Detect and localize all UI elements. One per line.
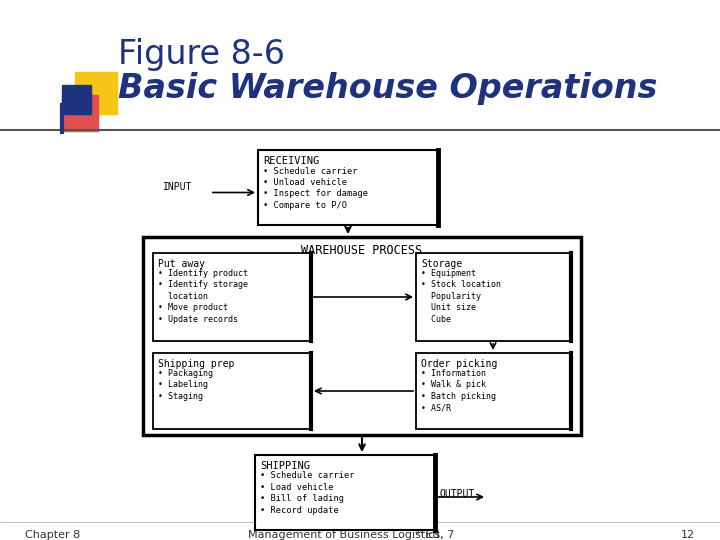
- Bar: [416, 253, 571, 341]
- Text: Storage: Storage: [421, 259, 462, 269]
- Text: Put away: Put away: [158, 259, 205, 269]
- Bar: [62, 95, 98, 131]
- Bar: [75, 72, 117, 114]
- Text: SHIPPING: SHIPPING: [260, 461, 310, 471]
- Bar: [258, 150, 438, 225]
- Bar: [255, 455, 435, 530]
- Text: • Identify product
• Identify storage
  location
• Move product
• Update records: • Identify product • Identify storage lo…: [158, 269, 248, 324]
- Text: Chapter 8: Chapter 8: [25, 530, 80, 540]
- Text: Figure 8-6: Figure 8-6: [118, 38, 285, 71]
- Bar: [153, 253, 311, 341]
- Text: Management of Business Logistics, 7: Management of Business Logistics, 7: [248, 530, 454, 540]
- Text: WAREHOUSE PROCESS: WAREHOUSE PROCESS: [302, 244, 423, 257]
- Text: • Information
• Walk & pick
• Batch picking
• AS/R: • Information • Walk & pick • Batch pick…: [421, 369, 496, 413]
- Text: RECEIVING: RECEIVING: [263, 156, 319, 166]
- Text: INPUT: INPUT: [163, 183, 192, 192]
- Text: Order picking: Order picking: [421, 359, 498, 369]
- Text: Ed.: Ed.: [422, 530, 444, 540]
- Bar: [153, 353, 311, 429]
- Text: • Packaging
• Labeling
• Staging: • Packaging • Labeling • Staging: [158, 369, 213, 401]
- Text: th: th: [415, 527, 423, 536]
- Text: 12: 12: [681, 530, 695, 540]
- Text: OUTPUT: OUTPUT: [440, 489, 475, 499]
- Bar: [143, 237, 581, 435]
- Text: • Schedule carrier
• Unload vehicle
• Inspect for damage
• Compare to P/O: • Schedule carrier • Unload vehicle • In…: [263, 166, 368, 210]
- Text: • Equipment
• Stock location
  Popularity
  Unit size
  Cube: • Equipment • Stock location Popularity …: [421, 269, 501, 324]
- Text: Basic Warehouse Operations: Basic Warehouse Operations: [118, 72, 657, 105]
- Bar: [416, 353, 571, 429]
- Text: • Schedule carrier
• Load vehicle
• Bill of lading
• Record update: • Schedule carrier • Load vehicle • Bill…: [260, 471, 354, 515]
- Bar: [62, 85, 91, 114]
- Text: Shipping prep: Shipping prep: [158, 359, 235, 369]
